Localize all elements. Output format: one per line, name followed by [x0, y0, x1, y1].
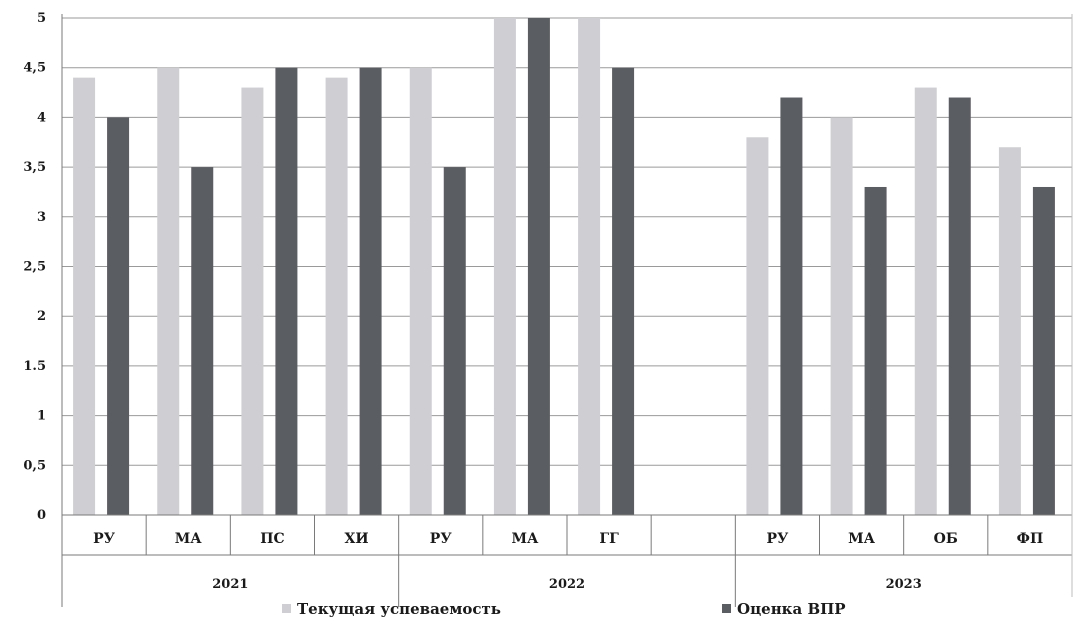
legend-label: Оценка ВПР	[737, 600, 846, 618]
bar-current	[578, 18, 601, 515]
y-tick-label: 5	[37, 11, 46, 26]
bar-current	[914, 87, 937, 515]
x-group-label: 2021	[212, 577, 248, 592]
legend: Текущая успеваемость Оценка ВПР	[282, 600, 846, 618]
bar-vpr	[948, 97, 971, 516]
x-category-label: ФП	[1017, 531, 1044, 547]
x-category-label: РУ	[430, 531, 453, 547]
x-category-label: МА	[848, 531, 875, 547]
y-tick-label: 3,5	[23, 160, 46, 175]
y-tick-label: 3	[37, 210, 46, 225]
bar-current	[325, 77, 348, 515]
bar-vpr	[1032, 186, 1055, 516]
bar-current	[409, 67, 432, 515]
x-category-label: МА	[511, 531, 538, 547]
bar-vpr	[275, 67, 298, 515]
x-category-labels: РУ МА ПС ХИ РУ МА ГГ РУ МА ОБ ФП	[93, 531, 1043, 547]
gridlines	[62, 17, 1072, 466]
y-tick-label: 0,5	[23, 458, 46, 473]
x-category-label: ГГ	[599, 531, 619, 547]
bar-current	[830, 117, 853, 516]
x-category-label: РУ	[93, 531, 116, 547]
y-tick-labels: 0 0,5 1 1.5 2 2,5 3 3,5 4 4,5 5	[23, 11, 46, 523]
x-category-label: ОБ	[934, 531, 958, 547]
y-tick-label: 4	[37, 110, 46, 125]
y-tick-label: 2,5	[23, 260, 46, 275]
x-group-labels: 2021 2022 2023	[212, 577, 922, 592]
y-tick-label: 1.5	[23, 359, 46, 374]
bars	[73, 18, 1055, 516]
x-category-label: РУ	[766, 531, 789, 547]
legend-swatch	[722, 604, 731, 613]
bar-vpr	[527, 18, 550, 515]
y-tick-label: 1	[37, 409, 46, 424]
bar-vpr	[612, 67, 635, 515]
legend-swatch	[282, 604, 291, 613]
bar-current	[998, 147, 1021, 515]
bar-vpr	[359, 67, 382, 515]
bar-vpr	[107, 117, 130, 516]
x-category-label: ХИ	[345, 531, 369, 547]
x-category-label: ПС	[260, 531, 284, 547]
x-group-label: 2022	[549, 577, 585, 592]
x-group-label: 2023	[886, 577, 922, 592]
bar-vpr	[443, 167, 466, 515]
y-tick-label: 2	[37, 309, 46, 324]
y-tick-label: 0	[37, 508, 46, 523]
bar-current	[73, 77, 96, 515]
y-tick-label: 4,5	[23, 61, 46, 76]
bar-current	[157, 67, 180, 515]
bar-vpr	[780, 97, 803, 516]
bar-current	[493, 18, 516, 515]
legend-label: Текущая успеваемость	[297, 600, 501, 618]
bar-current	[241, 87, 264, 515]
x-category-label: МА	[175, 531, 202, 547]
axes	[61, 14, 1073, 607]
bar-vpr	[864, 186, 887, 516]
bar-current	[746, 137, 769, 515]
bar-vpr	[191, 167, 214, 515]
